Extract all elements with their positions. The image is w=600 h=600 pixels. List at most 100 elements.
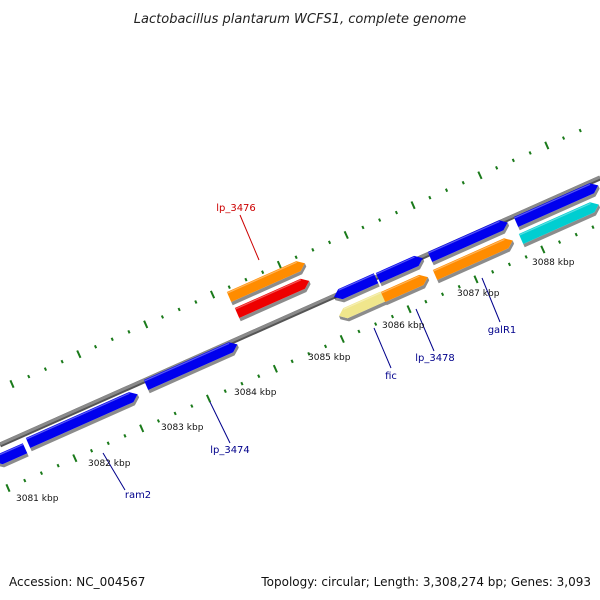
gene-feature-shadow [380, 258, 425, 287]
tick-minor [89, 448, 94, 453]
label-connector [481, 277, 501, 323]
tick-minor [461, 180, 465, 185]
scale-label: 3085 kbp [308, 353, 351, 363]
tick-minor [160, 315, 165, 319]
tick-minor [56, 463, 60, 468]
gene-feature-shadow [339, 301, 387, 322]
label-connector [102, 452, 126, 491]
scale-label: 3082 kbp [88, 459, 131, 469]
tick-minor [240, 381, 244, 386]
tick-minor [374, 322, 378, 326]
tick-minor [23, 478, 27, 483]
tick-minor [390, 314, 395, 319]
gene-feature[interactable] [334, 273, 379, 300]
gene-feature-highlight [338, 273, 375, 291]
gene-feature-shadow [148, 344, 239, 394]
tick-minor [511, 158, 515, 163]
gene-feature-shadow [334, 283, 380, 303]
tick-minor [106, 441, 110, 446]
gene-feature-highlight [26, 392, 130, 440]
tick-minor [290, 359, 294, 364]
tick-minor [39, 471, 44, 475]
tick-major [339, 334, 345, 344]
tick-minor [557, 240, 562, 244]
gene-label-galr1[interactable]: galR1 [488, 325, 517, 336]
tick-minor [27, 374, 31, 379]
gene-feature[interactable] [432, 238, 513, 280]
tick-minor [444, 188, 449, 193]
tick-major [272, 364, 278, 373]
tick-minor [424, 299, 428, 304]
tick-major [76, 350, 82, 359]
tick-minor [261, 270, 265, 275]
tick-minor [307, 351, 311, 356]
tick-minor [194, 300, 198, 304]
tick-minor [156, 419, 161, 423]
tick-major [205, 394, 212, 403]
gene-label-lp-3476[interactable]: lp_3476 [216, 203, 256, 214]
tick-minor [177, 307, 181, 312]
tick-major [5, 483, 11, 493]
gene-feature-highlight [343, 292, 382, 310]
backbone-line [0, 175, 600, 446]
gene-feature-highlight [381, 275, 420, 294]
label-connectors [102, 214, 501, 491]
tick-minor [394, 210, 399, 215]
tick-minor [227, 285, 231, 289]
gene-feature[interactable] [518, 202, 599, 244]
gene-label-lp-3474[interactable]: lp_3474 [210, 445, 250, 456]
tick-minor [428, 195, 432, 200]
tick-minor [93, 344, 98, 349]
gene-feature-highlight [0, 443, 24, 456]
tick-track-upper [9, 128, 582, 389]
accession-text: Accession: NC_004567 [9, 575, 145, 589]
tick-minor [378, 218, 382, 222]
tick-major [72, 454, 78, 463]
scale-label: 3084 kbp [234, 388, 277, 398]
gene-feature[interactable] [0, 443, 28, 465]
scale-label: 3086 kbp [382, 321, 425, 331]
gene-feature-highlight [235, 279, 302, 310]
tick-minor [190, 404, 194, 408]
label-connector [239, 214, 260, 261]
gene-feature-highlight [144, 342, 230, 382]
tick-major [477, 171, 483, 180]
gene-feature[interactable] [234, 278, 310, 318]
gene-feature-highlight [376, 256, 415, 275]
genome-backbone [0, 175, 600, 448]
gene-feature[interactable] [375, 255, 423, 283]
gene-feature[interactable] [339, 291, 386, 319]
tick-major [406, 305, 412, 314]
tick-major [343, 230, 349, 240]
tick-major [473, 275, 479, 284]
gene-feature-highlight [227, 261, 297, 294]
label-connector [373, 327, 392, 369]
scale-labels: 3081 kbp 3082 kbp 3083 kbp 3084 kbp 3085… [16, 258, 575, 504]
gene-feature[interactable] [427, 220, 508, 262]
gene-feature-shadow [385, 277, 430, 306]
tick-major [209, 290, 216, 299]
gene-label-fic[interactable]: fic [385, 371, 397, 382]
gene-feature[interactable] [380, 274, 428, 302]
tick-minor [357, 329, 361, 334]
gene-feature-highlight [433, 238, 505, 272]
tick-minor [578, 128, 582, 133]
gene-feature[interactable] [25, 392, 138, 448]
tick-major [276, 260, 282, 269]
gene-feature-highlight [514, 183, 591, 219]
label-connector [415, 308, 435, 352]
tick-major [143, 320, 149, 329]
tick-minor [43, 367, 48, 371]
genome-summary: Topology: circular; Length: 3,308,274 bp… [260, 575, 591, 589]
gene-feature[interactable] [226, 261, 305, 302]
gene-label-ram2[interactable]: ram2 [125, 490, 151, 501]
feature-layer [0, 183, 600, 468]
tick-minor [60, 359, 64, 364]
gene-feature[interactable] [513, 183, 599, 227]
gene-feature-shadow [518, 185, 600, 231]
gene-feature[interactable] [143, 342, 238, 390]
tick-minor [591, 225, 595, 230]
gene-label-lp-3478[interactable]: lp_3478 [415, 353, 455, 364]
gene-feature-shadow [231, 263, 307, 306]
